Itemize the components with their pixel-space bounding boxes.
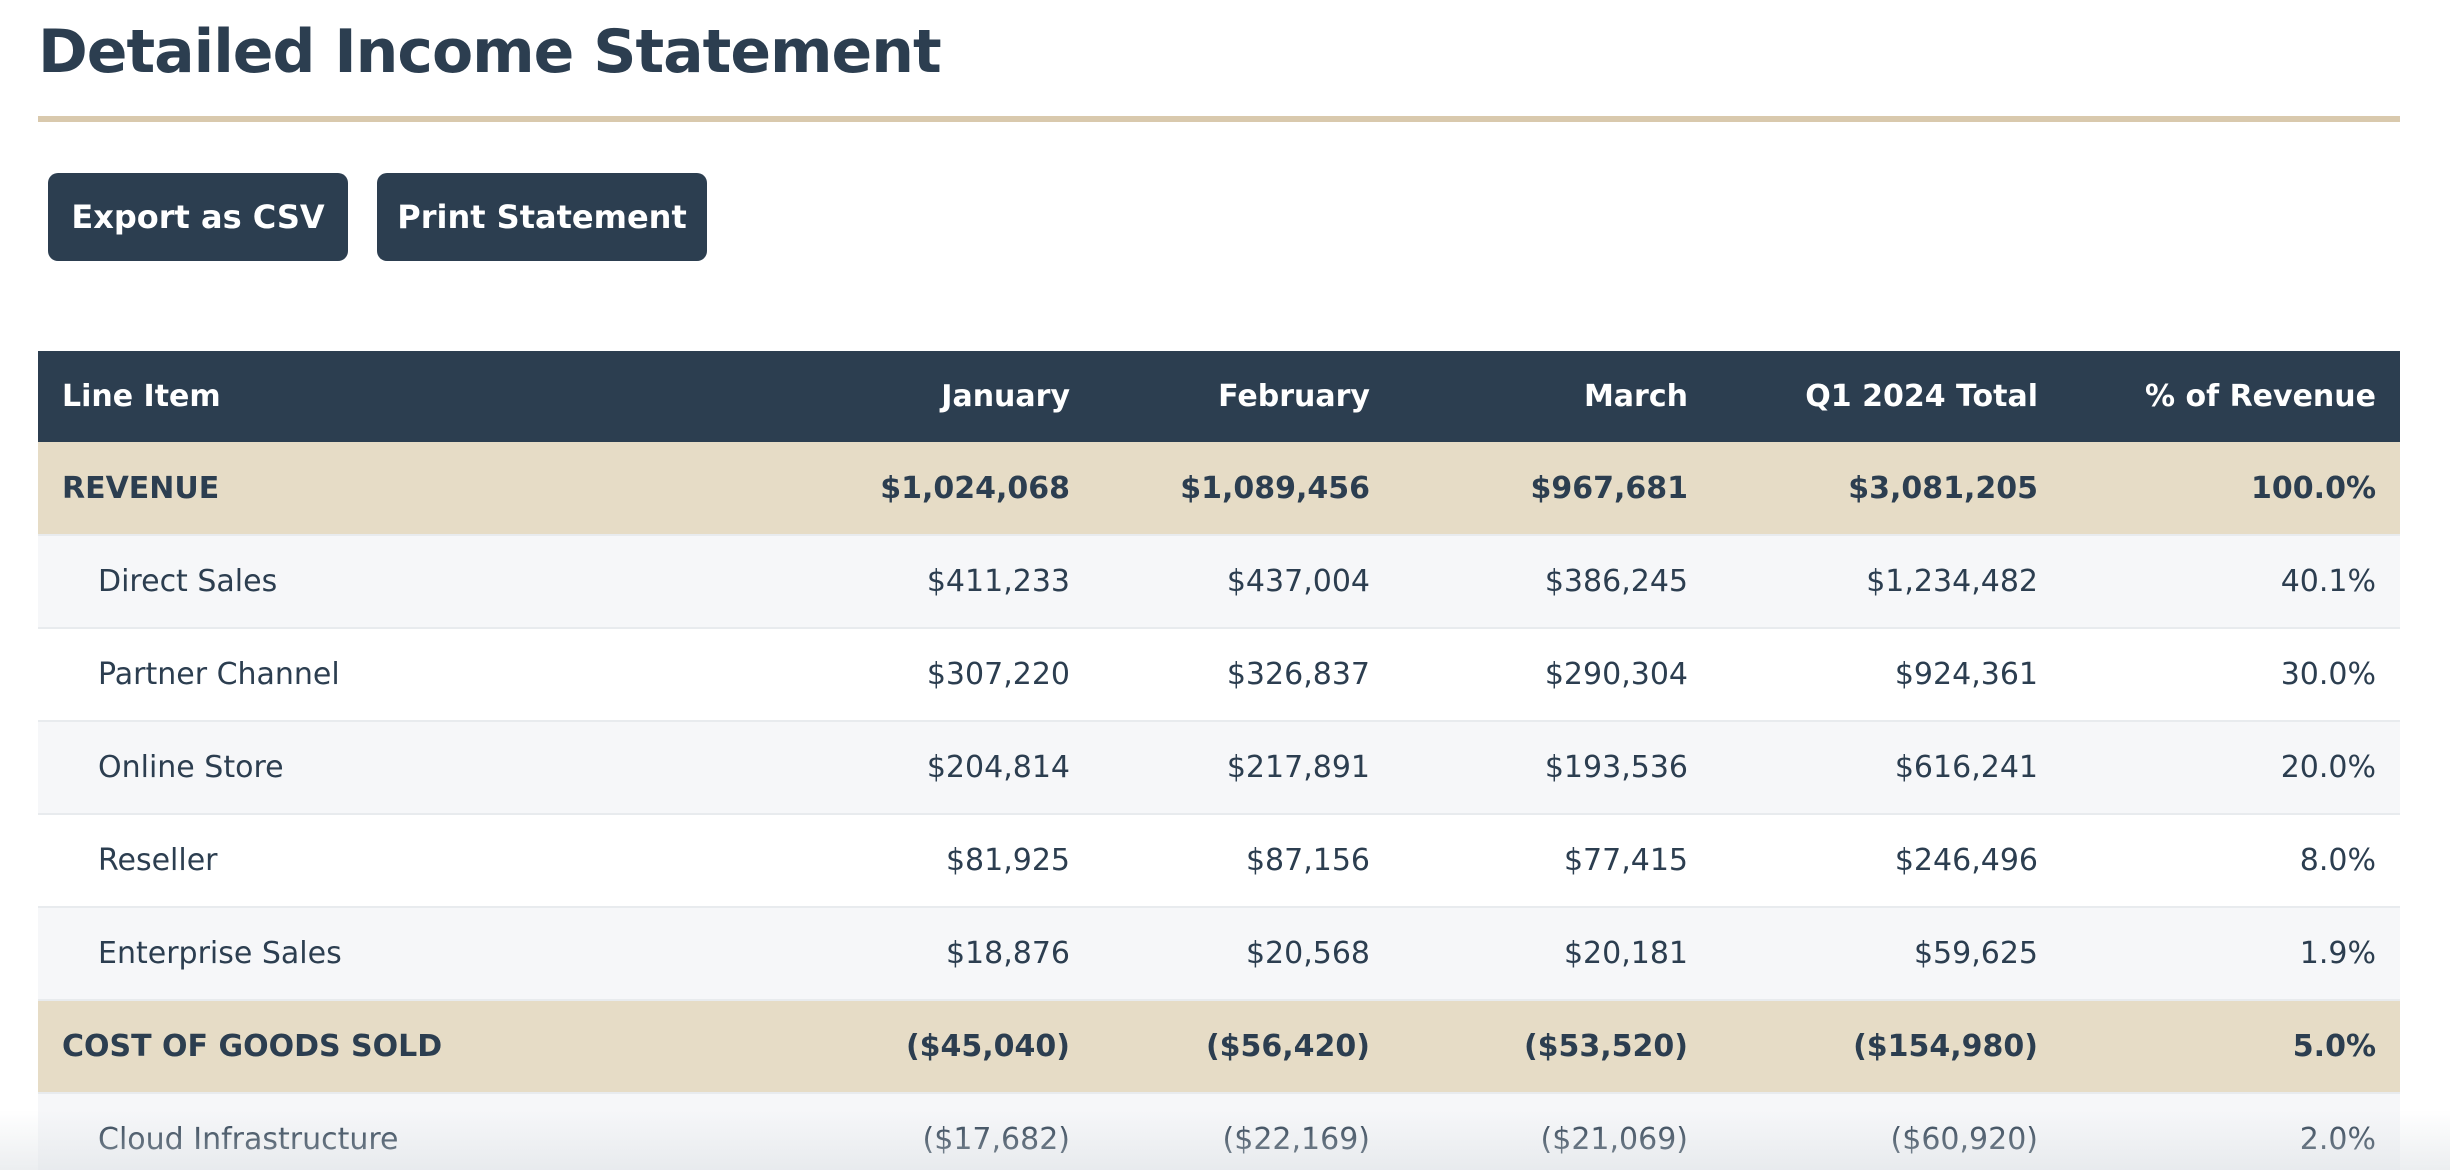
january-cell: $204,814 <box>926 750 1070 785</box>
percent-revenue-cell: 8.0% <box>2299 843 2376 878</box>
january-cell: $1,024,068 <box>880 470 1070 506</box>
march-cell: ($21,069) <box>1540 1122 1688 1157</box>
line-item-cell: Partner Channel <box>98 657 340 692</box>
february-cell: $1,089,456 <box>1180 470 1370 506</box>
percent-revenue-cell: 5.0% <box>2292 1029 2376 1064</box>
february-cell: $437,004 <box>1226 564 1370 599</box>
february-cell: ($22,169) <box>1222 1122 1370 1157</box>
line-item-cell: COST OF GOODS SOLD <box>62 1029 443 1064</box>
line-item-cell: Online Store <box>98 750 284 785</box>
table-header: Line Item January February March Q1 2024… <box>38 351 2400 442</box>
january-cell: ($17,682) <box>922 1122 1070 1157</box>
march-cell: $193,536 <box>1544 750 1688 785</box>
percent-revenue-cell: 1.9% <box>2299 936 2376 971</box>
february-cell: $20,568 <box>1245 936 1370 971</box>
january-cell: ($45,040) <box>905 1029 1070 1064</box>
march-cell: $290,304 <box>1544 657 1688 692</box>
line-item-cell: Reseller <box>98 843 218 878</box>
q1-total-cell: $3,081,205 <box>1848 470 2038 506</box>
q1-total-cell: $616,241 <box>1894 750 2038 785</box>
march-cell: $967,681 <box>1530 470 1688 506</box>
column-header-percent-revenue[interactable]: % of Revenue <box>2144 379 2376 414</box>
march-cell: $77,415 <box>1563 843 1688 878</box>
line-item-cell: REVENUE <box>62 470 220 506</box>
line-item-cell: Cloud Infrastructure <box>98 1122 399 1157</box>
column-header-january[interactable]: January <box>941 379 1070 414</box>
percent-revenue-cell: 30.0% <box>2280 657 2376 692</box>
march-cell: $20,181 <box>1563 936 1688 971</box>
header-row: Line Item January February March Q1 2024… <box>38 351 2400 442</box>
income-statement-table: Line Item January February March Q1 2024… <box>38 351 2400 1170</box>
section-row-revenue[interactable]: REVENUE $1,024,068 $1,089,456 $967,681 $… <box>38 442 2400 535</box>
march-cell: $386,245 <box>1544 564 1688 599</box>
section-row-cost-of-goods-sold[interactable]: COST OF GOODS SOLD ($45,040) ($56,420) (… <box>38 1000 2400 1093</box>
january-cell: $18,876 <box>945 936 1070 971</box>
february-cell: $326,837 <box>1226 657 1370 692</box>
february-cell: ($56,420) <box>1205 1029 1370 1064</box>
january-cell: $411,233 <box>926 564 1070 599</box>
line-item-cell: Enterprise Sales <box>98 936 342 971</box>
january-cell: $81,925 <box>945 843 1070 878</box>
table-row-online-store[interactable]: Online Store $204,814 $217,891 $193,536 … <box>38 721 2400 814</box>
february-cell: $217,891 <box>1226 750 1370 785</box>
title-divider <box>38 116 2400 122</box>
q1-total-cell: $246,496 <box>1894 843 2038 878</box>
percent-revenue-cell: 100.0% <box>2251 470 2376 506</box>
export-csv-button[interactable]: Export as CSV <box>48 173 348 261</box>
q1-total-cell: $924,361 <box>1894 657 2038 692</box>
q1-total-cell: $1,234,482 <box>1866 564 2038 599</box>
percent-revenue-cell: 20.0% <box>2280 750 2376 785</box>
percent-revenue-cell: 40.1% <box>2280 564 2376 599</box>
line-item-cell: Direct Sales <box>98 564 278 599</box>
percent-revenue-cell: 2.0% <box>2299 1122 2376 1157</box>
page-title: Detailed Income Statement <box>38 17 942 87</box>
table-row-cloud-infrastructure[interactable]: Cloud Infrastructure ($17,682) ($22,169)… <box>38 1093 2400 1170</box>
february-cell: $87,156 <box>1245 843 1370 878</box>
column-header-february[interactable]: February <box>1218 379 1370 414</box>
table-row-reseller[interactable]: Reseller $81,925 $87,156 $77,415 $246,49… <box>38 814 2400 907</box>
march-cell: ($53,520) <box>1523 1029 1688 1064</box>
column-header-march[interactable]: March <box>1583 379 1688 414</box>
table-row-direct-sales[interactable]: Direct Sales $411,233 $437,004 $386,245 … <box>38 535 2400 628</box>
column-header-q1-total[interactable]: Q1 2024 Total <box>1805 379 2038 414</box>
table-row-enterprise-sales[interactable]: Enterprise Sales $18,876 $20,568 $20,181… <box>38 907 2400 1000</box>
column-header-line-item[interactable]: Line Item <box>62 379 221 414</box>
january-cell: $307,220 <box>926 657 1070 692</box>
table-body: REVENUE $1,024,068 $1,089,456 $967,681 $… <box>38 442 2400 1170</box>
q1-total-cell: ($154,980) <box>1853 1029 2038 1064</box>
q1-total-cell: $59,625 <box>1913 936 2038 971</box>
q1-total-cell: ($60,920) <box>1890 1122 2038 1157</box>
table-row-partner-channel[interactable]: Partner Channel $307,220 $326,837 $290,3… <box>38 628 2400 721</box>
print-statement-button[interactable]: Print Statement <box>377 173 707 261</box>
